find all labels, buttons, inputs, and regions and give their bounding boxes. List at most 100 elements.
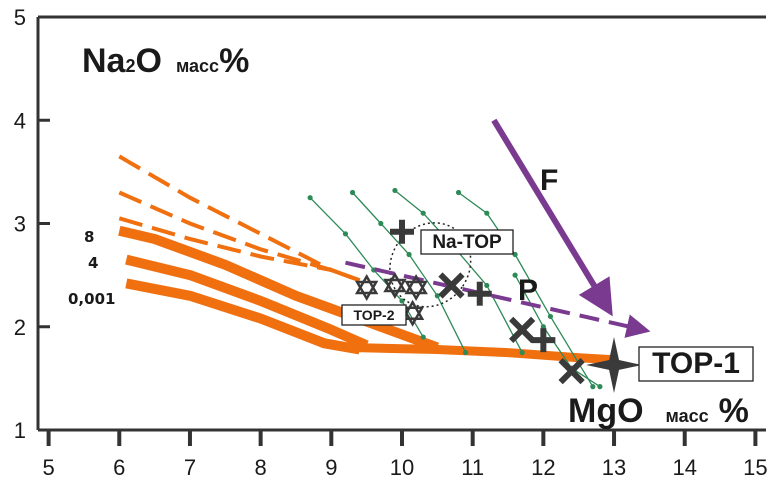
x-axis-title-sub: масс xyxy=(666,406,709,426)
y-tick-label: 5 xyxy=(14,5,26,30)
green-trend-point xyxy=(484,282,490,289)
star-triangle xyxy=(354,280,379,301)
dashed-orange-line xyxy=(118,190,361,283)
dashed-orange-line xyxy=(118,216,361,283)
green-trend-point xyxy=(597,384,603,390)
green-trend-point xyxy=(512,272,518,278)
solid-orange-line xyxy=(345,342,615,365)
x-tick-label: 6 xyxy=(113,455,125,480)
green-trend-point xyxy=(342,231,349,237)
green-trend-line xyxy=(514,274,601,388)
star-triangle xyxy=(404,274,428,295)
x-tick-label: 10 xyxy=(390,455,414,480)
cross-stroke xyxy=(438,272,465,299)
x-tick-label: 8 xyxy=(255,455,267,480)
green-trend-point xyxy=(420,334,426,340)
top1-label-box xyxy=(638,346,754,382)
arrow-F-label: F xyxy=(540,164,558,197)
green-trend-point xyxy=(420,210,426,216)
trend-arrows xyxy=(345,118,651,338)
y-axis-title-main: Na xyxy=(82,42,127,80)
green-trend-point xyxy=(590,384,596,390)
y-tick-label: 2 xyxy=(14,315,26,340)
top1-label: TOP-1 xyxy=(638,346,754,382)
series-4-label: 4 xyxy=(88,254,98,272)
green-trend-point xyxy=(519,349,525,356)
green-trend-point xyxy=(547,313,554,320)
x-tick-label: 7 xyxy=(184,455,196,480)
series-0001-label: 0,001 xyxy=(68,290,115,308)
x-tick-label: 5 xyxy=(42,455,54,480)
cross-marker xyxy=(438,272,465,299)
arrow-F xyxy=(491,118,613,317)
x-axis-title-main: MgO xyxy=(568,392,644,430)
y-axis-title-o: O xyxy=(135,42,161,80)
star-marker xyxy=(400,299,425,327)
star-marker xyxy=(354,274,379,301)
green-trend-point xyxy=(463,349,469,356)
green-trend-point xyxy=(484,210,490,216)
dashed-orange-lines xyxy=(118,154,361,283)
x-tick-label: 14 xyxy=(672,455,696,480)
solid-orange-line xyxy=(125,254,369,350)
plus-marker xyxy=(467,281,492,306)
green-trend-line xyxy=(352,192,467,353)
top2-label: TOP-2 xyxy=(341,304,407,326)
x-tick-label: 11 xyxy=(461,455,484,480)
cross-stroke xyxy=(558,358,585,385)
plus-marker xyxy=(531,328,556,353)
green-trend-point xyxy=(455,189,462,196)
star-triangle xyxy=(400,306,425,327)
y-tick-label: 3 xyxy=(14,212,26,237)
x-tick-label: 15 xyxy=(743,455,767,480)
na-top-label-text: Na-TOP xyxy=(432,232,502,253)
x-tick-label: 13 xyxy=(602,455,626,480)
star-triangle xyxy=(404,280,428,301)
plus-marker xyxy=(390,219,414,244)
dashed-orange-line xyxy=(118,154,361,283)
series-8-label: 8 xyxy=(84,228,94,246)
arrow-P-label: P xyxy=(518,274,538,307)
green-trend-point xyxy=(512,251,518,258)
top1-label-text: TOP-1 xyxy=(652,347,740,380)
na-top-label: Na-TOP xyxy=(420,229,514,255)
point-markers xyxy=(354,219,642,393)
star-triangle xyxy=(354,274,379,295)
top1-star-marker xyxy=(586,337,642,393)
green-trend-line xyxy=(394,189,523,353)
top2-label-box xyxy=(341,304,407,326)
y-tick-label: 1 xyxy=(14,418,26,443)
star-marker xyxy=(383,272,407,299)
arrow-P xyxy=(345,260,651,338)
top2-label-text: TOP-2 xyxy=(354,307,395,323)
star-triangle xyxy=(383,272,407,293)
cross-marker xyxy=(509,316,536,343)
star-marker xyxy=(404,274,428,301)
green-trend-point xyxy=(392,187,398,194)
star-triangle xyxy=(400,299,425,321)
dotted-ellipse xyxy=(389,222,472,308)
green-trend-point xyxy=(378,220,384,227)
x-tick-label: 9 xyxy=(325,455,337,480)
green-trend-lines xyxy=(307,187,603,390)
y-axis-title: Na2O масс% xyxy=(82,42,249,80)
y-axis-title-sub: масс xyxy=(176,56,219,76)
y-axis-title-sub2: 2 xyxy=(125,56,135,76)
cross-marker xyxy=(558,358,585,385)
green-trend-point xyxy=(307,195,313,201)
x-axis-title-pct: % xyxy=(719,392,749,430)
x-axis-title: MgO масс% xyxy=(568,392,749,430)
chart-labels: 8 4 0,001 Na-TOP TOP-2 TOP-1 F P xyxy=(68,164,754,382)
solid-orange-line xyxy=(125,278,361,355)
solid-orange-line xyxy=(118,225,440,353)
y-tick-label: 4 xyxy=(14,108,26,133)
green-trend-point xyxy=(540,324,546,330)
green-trend-point xyxy=(406,251,412,258)
na-top-ellipse xyxy=(389,222,472,308)
x-tick-label: 12 xyxy=(531,455,555,480)
solid-orange-lines xyxy=(118,225,615,365)
star-triangle xyxy=(383,278,407,299)
green-trend-point xyxy=(349,189,356,196)
